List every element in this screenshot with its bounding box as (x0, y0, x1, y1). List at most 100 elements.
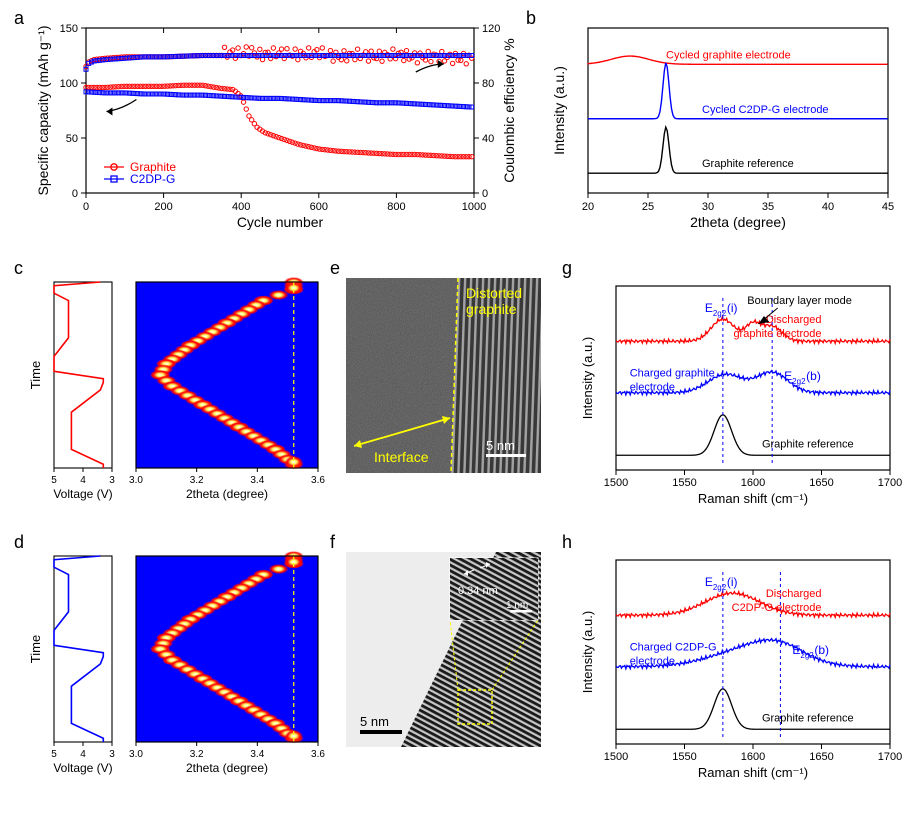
svg-text:Cycled C2DP-G electrode: Cycled C2DP-G electrode (702, 104, 829, 116)
svg-text:Time: Time (28, 635, 43, 663)
svg-text:Discharged: Discharged (766, 588, 822, 600)
svg-text:0: 0 (72, 188, 78, 200)
svg-text:Cycle number: Cycle number (237, 214, 324, 230)
svg-text:200: 200 (154, 201, 172, 213)
svg-text:1500: 1500 (604, 477, 628, 489)
panel-f-tem: 0.34 nm 1 nm 5 nm (346, 552, 541, 747)
svg-text:electrode: electrode (630, 382, 675, 394)
svg-text:3: 3 (109, 749, 115, 760)
svg-text:100: 100 (60, 78, 78, 90)
svg-text:3.0: 3.0 (129, 749, 143, 760)
svg-text:E: E (705, 575, 713, 589)
svg-text:0: 0 (83, 201, 89, 213)
svg-text:4: 4 (80, 475, 86, 486)
panel-label-d: d (14, 532, 24, 553)
svg-text:E: E (792, 643, 800, 657)
panel-e-tem: Interface Distorted graphite 5 nm (346, 278, 541, 473)
panel-label-h: h (562, 532, 572, 553)
svg-text:1550: 1550 (672, 751, 696, 763)
svg-text:(b): (b) (814, 643, 829, 657)
svg-text:Charged C2DP-G: Charged C2DP-G (630, 642, 717, 654)
svg-text:graphite electrode: graphite electrode (733, 328, 821, 340)
svg-text:30: 30 (702, 201, 714, 213)
svg-text:Graphite reference: Graphite reference (702, 158, 794, 170)
svg-text:Specific capacity (mAh g⁻¹): Specific capacity (mAh g⁻¹) (35, 26, 51, 196)
distorted-label-2: graphite (466, 301, 517, 317)
svg-text:2g2: 2g2 (713, 583, 727, 592)
svg-text:electrode: electrode (630, 656, 675, 668)
svg-text:2theta (degree): 2theta (degree) (186, 761, 268, 775)
svg-text:1700: 1700 (878, 477, 902, 489)
svg-text:3.4: 3.4 (250, 749, 264, 760)
svg-text:5: 5 (51, 475, 57, 486)
svg-text:2g2: 2g2 (800, 651, 814, 660)
svg-text:Raman shift (cm⁻¹): Raman shift (cm⁻¹) (698, 765, 808, 780)
svg-text:600: 600 (310, 201, 328, 213)
svg-text:35: 35 (762, 201, 774, 213)
svg-text:3: 3 (109, 475, 115, 486)
svg-text:1700: 1700 (878, 751, 902, 763)
svg-text:40: 40 (822, 201, 834, 213)
panel-h-raman: 1500 1550 1600 1650 1700 Raman shift (cm⁻¹) In… (578, 552, 900, 792)
svg-text:1600: 1600 (741, 477, 765, 489)
svg-text:Boundary layer mode: Boundary layer mode (747, 295, 852, 307)
svg-text:Intensity (a.u.): Intensity (a.u.) (551, 66, 567, 155)
svg-text:2theta (degree): 2theta (degree) (690, 214, 786, 230)
panel-g-raman: 1500 1550 1600 1650 1700 Raman shift (cm⁻¹) In… (578, 278, 900, 518)
svg-text:3.2: 3.2 (190, 475, 204, 486)
svg-text:Raman shift (cm⁻¹): Raman shift (cm⁻¹) (698, 491, 808, 506)
svg-text:50: 50 (66, 133, 78, 145)
svg-text:3.0: 3.0 (129, 475, 143, 486)
svg-text:Coulombic efficiency %: Coulombic efficiency % (501, 38, 517, 182)
svg-text:45: 45 (882, 201, 894, 213)
scalebar-f: 5 nm (360, 714, 389, 729)
svg-text:3.6: 3.6 (311, 475, 325, 486)
svg-text:C2DP-G: C2DP-G (130, 172, 175, 186)
svg-text:120: 120 (482, 23, 500, 35)
svg-text:0: 0 (482, 188, 488, 200)
panel-c-insitu: 5 4 3Voltage (V) Time 3.0 3.2 3.4 3.6 2theta (de… (26, 278, 326, 518)
svg-text:Time: Time (28, 361, 43, 389)
svg-text:Charged graphite: Charged graphite (630, 368, 715, 380)
panel-d-insitu: 543Voltage (V)Time3.03.23.43.62theta (de… (26, 552, 326, 792)
svg-text:2theta (degree): 2theta (degree) (186, 487, 268, 501)
panel-a-chart: 0200400600800100005010015004080120Cycle … (34, 18, 514, 248)
panel-label-e: e (330, 258, 340, 279)
inset-spacing: 0.34 nm (458, 585, 498, 597)
distorted-label-1: Distorted (466, 285, 522, 301)
svg-text:2g2: 2g2 (713, 309, 727, 318)
svg-text:1550: 1550 (672, 477, 696, 489)
svg-text:20: 20 (582, 201, 594, 213)
svg-text:Graphite reference: Graphite reference (762, 712, 854, 724)
svg-text:1650: 1650 (809, 751, 833, 763)
svg-text:80: 80 (482, 78, 494, 90)
svg-text:1500: 1500 (604, 751, 628, 763)
svg-text:Cycled graphite electrode: Cycled graphite electrode (666, 49, 791, 61)
panel-label-a: a (14, 8, 24, 29)
panel-label-b: b (526, 8, 536, 29)
svg-text:2g2: 2g2 (792, 377, 806, 386)
svg-text:3.4: 3.4 (250, 475, 264, 486)
svg-text:1000: 1000 (462, 201, 486, 213)
svg-text:25: 25 (642, 201, 654, 213)
interface-label: Interface (374, 449, 429, 465)
svg-text:40: 40 (482, 133, 494, 145)
svg-text:Intensity (a.u.): Intensity (a.u.) (580, 611, 595, 693)
svg-text:(i): (i) (727, 575, 738, 589)
svg-text:Intensity (a.u.): Intensity (a.u.) (580, 337, 595, 419)
scalebar-e: 5 nm (486, 438, 515, 453)
svg-text:3.6: 3.6 (311, 749, 325, 760)
svg-text:Voltage (V): Voltage (V) (53, 761, 112, 775)
svg-text:800: 800 (387, 201, 405, 213)
svg-text:Graphite reference: Graphite reference (762, 438, 854, 450)
svg-text:1600: 1600 (741, 751, 765, 763)
svg-text:(b): (b) (806, 369, 821, 383)
svg-text:Voltage (V): Voltage (V) (53, 487, 112, 501)
svg-text:4: 4 (80, 749, 86, 760)
svg-text:E: E (784, 369, 792, 383)
panel-label-g: g (562, 258, 572, 279)
svg-text:400: 400 (232, 201, 250, 213)
svg-text:(i): (i) (727, 301, 738, 315)
svg-text:C2DP-G electrode: C2DP-G electrode (732, 602, 822, 614)
svg-text:1650: 1650 (809, 477, 833, 489)
